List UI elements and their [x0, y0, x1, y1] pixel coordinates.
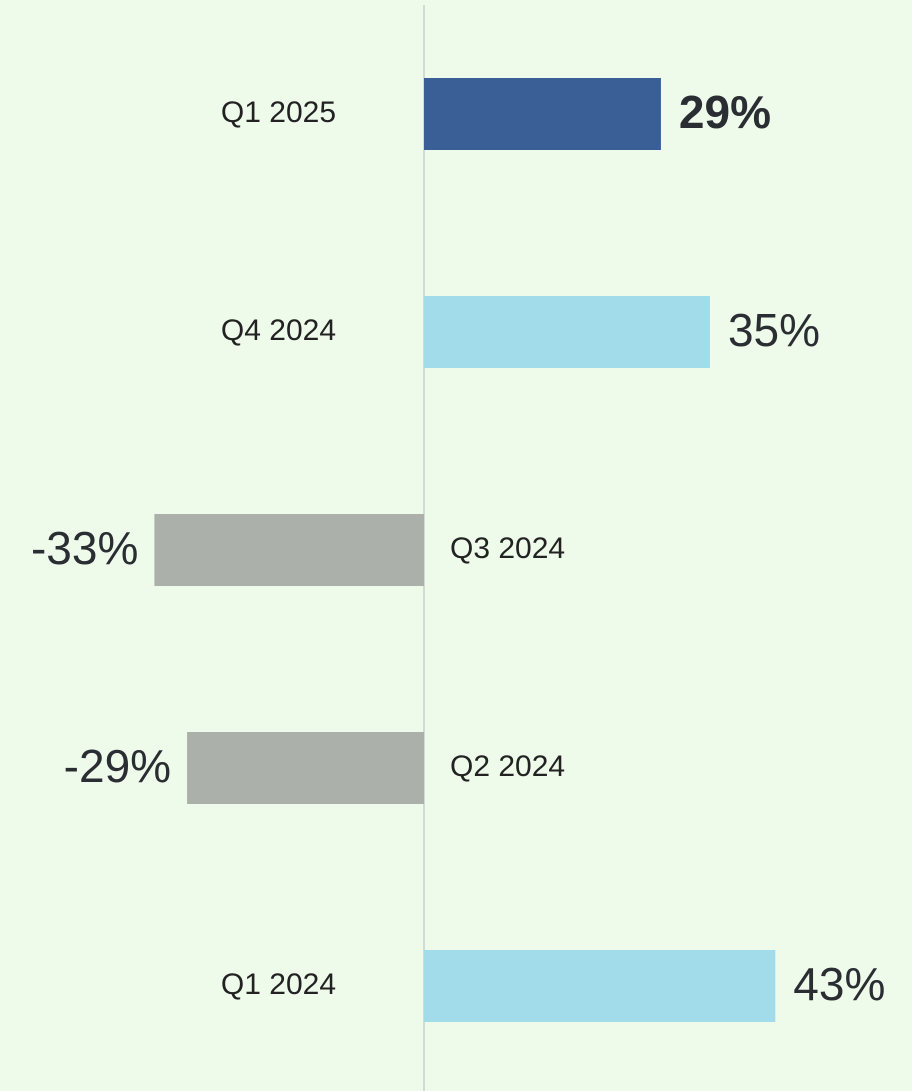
category-label: Q3 2024 — [450, 532, 565, 565]
bar — [187, 732, 424, 804]
bar — [424, 78, 661, 150]
category-label: Q4 2024 — [221, 314, 336, 347]
value-label: -33% — [31, 522, 138, 574]
value-label: -29% — [64, 740, 171, 792]
value-label: 35% — [728, 304, 820, 356]
category-label: Q1 2025 — [221, 96, 336, 129]
category-label: Q2 2024 — [450, 750, 565, 783]
value-label: 29% — [679, 86, 771, 138]
category-label: Q1 2024 — [221, 968, 336, 1001]
value-label: 43% — [793, 958, 885, 1010]
bar — [424, 950, 776, 1022]
bar — [154, 514, 424, 586]
bar — [424, 296, 710, 368]
